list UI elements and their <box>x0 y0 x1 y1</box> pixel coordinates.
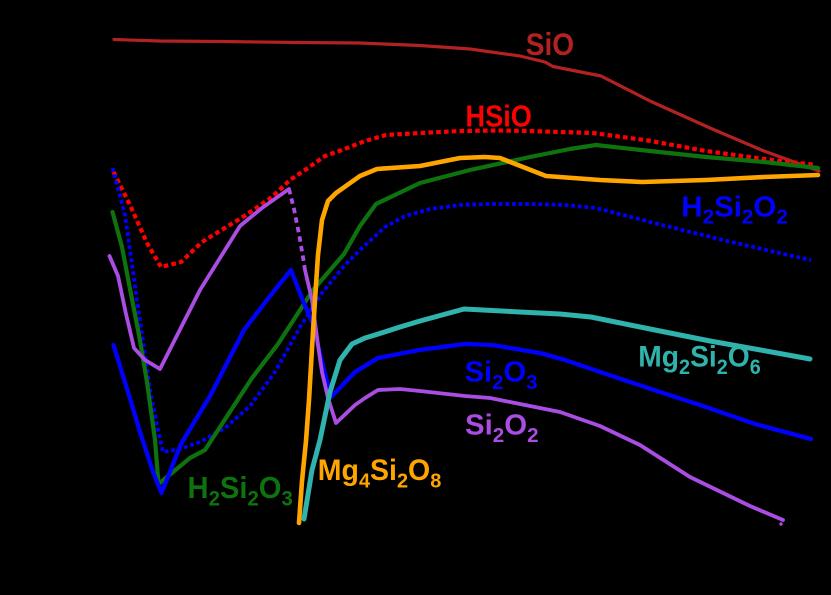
svg-text:SiO: SiO <box>526 28 574 63</box>
svg-text:H2Si2O2: H2Si2O2 <box>681 192 788 228</box>
svg-text:Mg4Si2O8: Mg4Si2O8 <box>318 455 441 493</box>
svg-text:Mg2Si2O6: Mg2Si2O6 <box>638 341 760 379</box>
svg-text:HSiO: HSiO <box>466 100 532 134</box>
svg-text:H2Si2O3: H2Si2O3 <box>188 471 293 510</box>
